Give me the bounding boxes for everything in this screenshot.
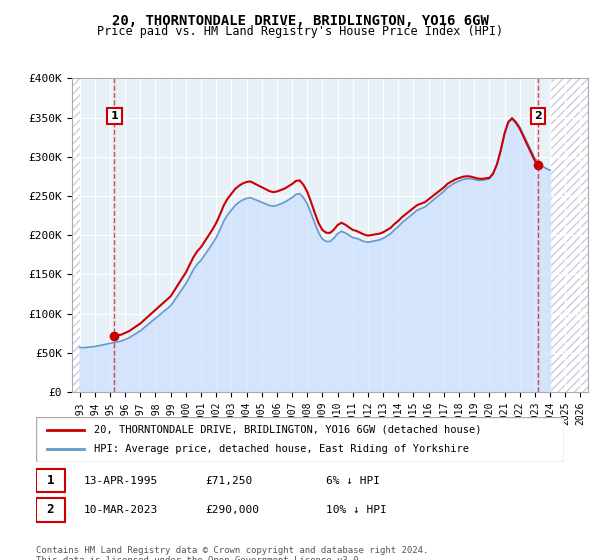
Text: £290,000: £290,000 bbox=[205, 505, 259, 515]
Text: £71,250: £71,250 bbox=[205, 476, 252, 486]
Text: Price paid vs. HM Land Registry's House Price Index (HPI): Price paid vs. HM Land Registry's House … bbox=[97, 25, 503, 38]
Text: 10% ↓ HPI: 10% ↓ HPI bbox=[326, 505, 387, 515]
Text: 20, THORNTONDALE DRIVE, BRIDLINGTON, YO16 6GW (detached house): 20, THORNTONDALE DRIVE, BRIDLINGTON, YO1… bbox=[94, 424, 482, 435]
Bar bbox=[72, 78, 80, 392]
Text: 1: 1 bbox=[110, 111, 118, 121]
Text: 1: 1 bbox=[47, 474, 54, 487]
Bar bbox=[550, 78, 588, 392]
FancyBboxPatch shape bbox=[36, 417, 564, 462]
Text: 10-MAR-2023: 10-MAR-2023 bbox=[83, 505, 158, 515]
Text: 2: 2 bbox=[534, 111, 542, 121]
Text: 13-APR-1995: 13-APR-1995 bbox=[83, 476, 158, 486]
FancyBboxPatch shape bbox=[36, 498, 65, 521]
Text: HPI: Average price, detached house, East Riding of Yorkshire: HPI: Average price, detached house, East… bbox=[94, 445, 469, 455]
Text: 6% ↓ HPI: 6% ↓ HPI bbox=[326, 476, 380, 486]
FancyBboxPatch shape bbox=[36, 469, 65, 492]
Text: Contains HM Land Registry data © Crown copyright and database right 2024.
This d: Contains HM Land Registry data © Crown c… bbox=[36, 546, 428, 560]
Text: 20, THORNTONDALE DRIVE, BRIDLINGTON, YO16 6GW: 20, THORNTONDALE DRIVE, BRIDLINGTON, YO1… bbox=[112, 14, 488, 28]
Text: 2: 2 bbox=[47, 503, 54, 516]
